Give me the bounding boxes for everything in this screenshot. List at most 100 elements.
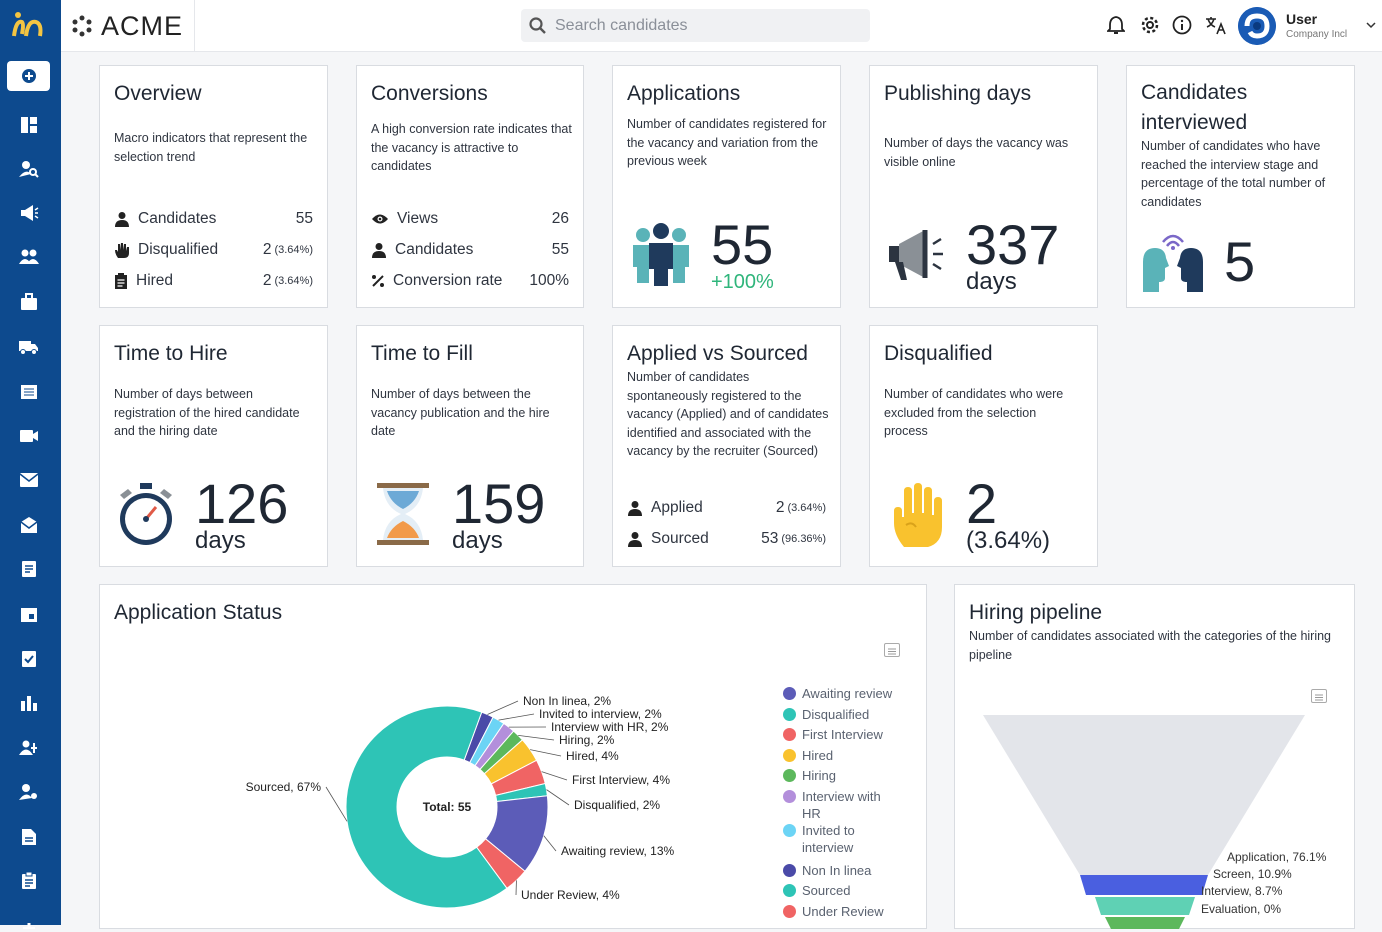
search-input[interactable] — [555, 17, 855, 35]
pie-data-label: Non In linea, 2% — [523, 694, 611, 708]
pie-data-label: Invited to interview, 2% — [539, 707, 662, 721]
user-settings-icon[interactable] — [18, 781, 40, 803]
megaphone-icon — [885, 226, 951, 284]
card-desc: Number of days the vacancy was visible o… — [884, 134, 1074, 171]
file-icon[interactable] — [18, 826, 40, 848]
sidebar — [0, 0, 61, 925]
search-icon — [529, 17, 547, 35]
card-desc: Number of candidates registered for the … — [627, 115, 832, 171]
legend-dot — [783, 824, 796, 837]
conversation-icon — [1141, 228, 1205, 292]
pie-leader-line — [542, 772, 567, 780]
stat-value: 53 — [761, 530, 778, 548]
mail-icon[interactable] — [18, 469, 40, 491]
stat-value: 26 — [552, 210, 569, 228]
add-button[interactable] — [7, 61, 50, 91]
publishing-days-card: Publishing days Number of days the vacan… — [869, 65, 1098, 308]
legend-dot — [783, 749, 796, 762]
card-desc: Number of days between the vacancy publi… — [371, 385, 561, 441]
checklist-icon[interactable] — [18, 648, 40, 670]
legend-item[interactable]: Awaiting review — [783, 685, 898, 702]
bar-chart-icon[interactable] — [18, 692, 40, 714]
stat-pct: (96.36%) — [781, 533, 826, 545]
card-title: Applied vs Sourced — [627, 342, 808, 366]
pie-data-label: Disqualified, 2% — [574, 798, 660, 812]
truck-icon[interactable] — [18, 336, 40, 358]
legend-item[interactable]: Interview with HR — [783, 788, 898, 822]
card-desc: Number of candidates who were excluded f… — [884, 385, 1074, 441]
stat-label: Disqualified — [138, 241, 263, 259]
legend-item[interactable]: Sourced — [783, 882, 898, 899]
avatar[interactable] — [1238, 7, 1276, 45]
legend-item[interactable]: First Interview — [783, 726, 898, 743]
search-box — [521, 9, 870, 42]
legend-item[interactable]: Non In linea — [783, 862, 898, 879]
legend-label: Hiring — [802, 767, 836, 784]
document-icon[interactable] — [18, 558, 40, 580]
video-icon[interactable] — [18, 425, 40, 447]
legend-label: Non In linea — [802, 862, 871, 879]
legend-label: Interview with HR — [802, 788, 898, 822]
card-title: Application Status — [114, 601, 282, 625]
stat-row: Candidates 55 — [114, 208, 313, 230]
legend-label: Awaiting review — [802, 685, 892, 702]
user-icon — [371, 242, 387, 258]
info-icon[interactable] — [1171, 14, 1193, 36]
time-to-hire-card: Time to Hire Number of days between regi… — [99, 325, 328, 567]
chevron-down-icon[interactable] — [1360, 14, 1382, 36]
clipboard-icon[interactable] — [18, 870, 40, 892]
stat-pct: (3.64%) — [274, 244, 313, 256]
conversions-card: Conversions A high conversion rate indic… — [356, 65, 584, 308]
percent-icon — [371, 274, 385, 288]
stat-row: Applied 2(3.64%) — [627, 497, 826, 519]
stat-value: 2 — [263, 241, 272, 259]
legend-item[interactable]: Hired — [783, 747, 898, 764]
calendar-event-icon[interactable] — [18, 603, 40, 625]
topbar: ACME User Company Incl — [61, 0, 1382, 52]
megaphone-icon[interactable] — [18, 202, 40, 224]
chart-menu-icon[interactable] — [884, 643, 900, 657]
stat-pct: (3.64%) — [787, 502, 826, 514]
team-icon[interactable] — [18, 737, 40, 759]
briefcase-icon[interactable] — [18, 291, 40, 313]
user-company: Company Incl — [1286, 29, 1347, 40]
card-desc: Number of candidates spontaneously regis… — [627, 368, 832, 461]
funnel-label: Application, 76.1% — [1227, 850, 1327, 864]
users-icon[interactable] — [18, 246, 40, 268]
more-icon[interactable] — [18, 910, 40, 932]
pie-leader-line — [530, 750, 561, 756]
dashboard-icon[interactable] — [18, 114, 40, 136]
funnel-stage[interactable] — [1105, 917, 1185, 929]
funnel-stage[interactable] — [1080, 875, 1208, 895]
pie-leader-line — [326, 787, 347, 821]
stat-label: Sourced — [651, 530, 761, 548]
pie-leader-line — [499, 714, 534, 720]
group-icon — [629, 223, 693, 287]
disqualified-pct: (3.64%) — [966, 527, 1050, 555]
card-title: Publishing days — [884, 82, 1031, 106]
legend-item[interactable]: Disqualified — [783, 706, 898, 723]
legend-item[interactable]: Under Review — [783, 903, 898, 920]
inbox-icon[interactable] — [18, 514, 40, 536]
candidate-search-icon[interactable] — [18, 158, 40, 180]
legend-dot — [783, 884, 796, 897]
legend-label: Hired — [802, 747, 833, 764]
legend-label: Under Review — [802, 903, 884, 920]
pie-leader-line — [487, 701, 518, 714]
chart-menu-icon[interactable] — [1311, 689, 1327, 703]
stopwatch-icon — [114, 481, 178, 549]
stat-row: Disqualified 2(3.64%) — [114, 239, 313, 261]
brand[interactable]: ACME — [61, 0, 195, 52]
app-logo[interactable] — [8, 10, 52, 40]
translate-icon[interactable] — [1205, 14, 1227, 36]
card-title: Candidates interviewed — [1141, 78, 1331, 138]
card-title: Disqualified — [884, 342, 993, 366]
user-name[interactable]: User — [1286, 11, 1317, 27]
legend-item[interactable]: Invited to interview — [783, 822, 898, 856]
legend-item[interactable]: Hiring — [783, 767, 898, 784]
candidates-interviewed-card: Candidates interviewed Number of candida… — [1126, 65, 1355, 308]
calendar-icon[interactable] — [18, 380, 40, 402]
gear-icon[interactable] — [1139, 14, 1161, 36]
bell-icon[interactable] — [1105, 14, 1127, 36]
funnel-stage[interactable] — [1095, 897, 1195, 915]
